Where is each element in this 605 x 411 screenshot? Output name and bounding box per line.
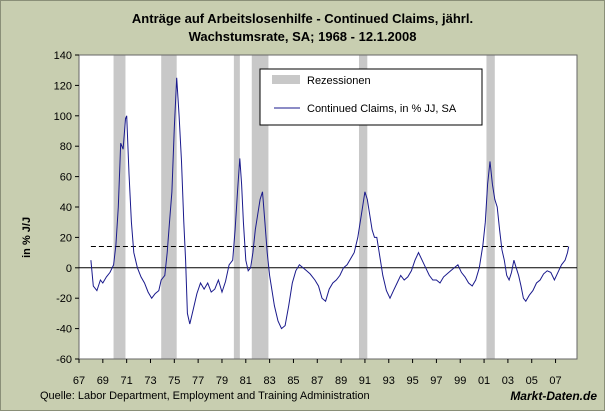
x-tick-label: 97 <box>430 375 442 387</box>
x-tick-label: 83 <box>263 375 275 387</box>
legend: Rezessionen Continued Claims, in % JJ, S… <box>259 68 483 126</box>
y-tick-label: 20 <box>60 232 72 244</box>
chart-title-line1: Anträge auf Arbeitslosenhilfe - Continue… <box>131 11 474 26</box>
source-note: Quelle: Labor Department, Employment and… <box>40 390 370 402</box>
x-tick-label: 01 <box>478 375 490 387</box>
x-tick-label: 93 <box>383 375 395 387</box>
legend-series-label: Continued Claims, in % JJ, SA <box>307 103 457 115</box>
y-tick-label: 0 <box>66 263 72 275</box>
x-tick-label: 95 <box>406 375 418 387</box>
y-tick-label: -40 <box>56 324 72 336</box>
x-tick-label: 79 <box>216 375 228 387</box>
x-tick-label: 91 <box>359 375 371 387</box>
x-tick-label: 99 <box>454 375 466 387</box>
y-tick-label: 120 <box>54 80 72 92</box>
y-tick-label: 140 <box>54 50 72 62</box>
y-axis-label: in % J/J <box>21 217 33 258</box>
x-tick-label: 77 <box>192 375 204 387</box>
x-tick-label: 67 <box>73 375 85 387</box>
x-tick-label: 81 <box>240 375 252 387</box>
y-tick-label: 100 <box>54 111 72 123</box>
y-tick-label: -20 <box>56 293 72 305</box>
recession-band-4 <box>251 55 269 359</box>
recession-band-2 <box>161 55 177 359</box>
legend-recession-swatch <box>272 75 300 84</box>
y-tick-label: 80 <box>60 141 72 153</box>
y-tick-label: 60 <box>60 172 72 184</box>
x-tick-label: 05 <box>526 375 538 387</box>
recession-band-1 <box>113 55 126 359</box>
y-tick-label: 40 <box>60 202 72 214</box>
x-tick-label: 03 <box>502 375 514 387</box>
y-tick-label: -60 <box>56 354 72 366</box>
recession-band-5 <box>358 55 368 359</box>
x-tick-label: 75 <box>168 375 180 387</box>
series-line-continued-claims <box>90 77 570 330</box>
x-tick-label: 07 <box>549 375 561 387</box>
x-tick-label: 87 <box>311 375 323 387</box>
chart-title-line2: Wachstumsrate, SA; 1968 - 12.1.2008 <box>188 29 417 44</box>
x-tick-label: 69 <box>97 375 109 387</box>
legend-recession-label: Rezessionen <box>307 75 371 87</box>
x-tick-label: 89 <box>335 375 347 387</box>
x-tick-label: 73 <box>144 375 156 387</box>
brand-label: Markt-Daten.de <box>510 389 597 403</box>
recession-band-6 <box>486 55 495 359</box>
x-tick-label: 71 <box>121 375 133 387</box>
x-tick-label: 85 <box>287 375 299 387</box>
